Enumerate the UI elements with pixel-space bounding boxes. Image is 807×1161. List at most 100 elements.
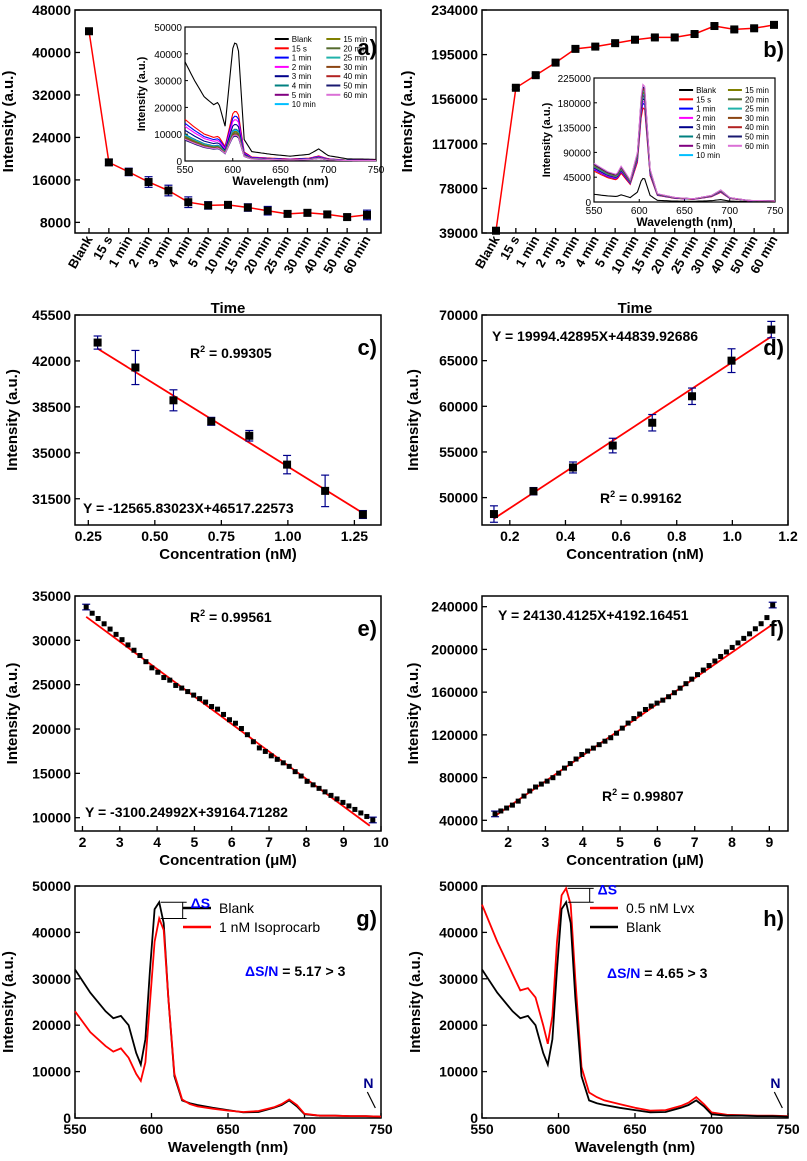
x-tick-label: 550: [470, 1121, 494, 1137]
x-axis-label: Wavelength (nm): [168, 1139, 288, 1156]
data-point: [718, 653, 724, 659]
r-squared-symbol: R: [190, 345, 200, 361]
x-tick-label: 8: [302, 834, 310, 850]
noise-label: N: [363, 1075, 373, 1091]
data-point: [125, 642, 131, 648]
data-point: [93, 338, 102, 347]
x-axis-label: Time: [211, 300, 246, 317]
panel-f: 40000 80000 120000 160000 200000 240000 Intens…: [405, 595, 789, 869]
data-point: [250, 739, 256, 745]
inset-legend-entry: 10 min: [696, 151, 720, 160]
panel-b: 39000 78000 117000 156000 195000 234000 Intens…: [399, 2, 789, 317]
data-point: [729, 644, 735, 650]
inset-legend-entry: 5 min: [696, 142, 716, 151]
inset-x-tick-label: 750: [767, 206, 784, 217]
inset-x-tick-label: 700: [320, 165, 337, 176]
inset-y-tick-label: 30000: [154, 77, 182, 88]
data-point: [310, 782, 316, 788]
y-axis-label: Intensity (a.u.): [399, 71, 416, 173]
panel-c: 31500 35000 38500 42000 45500 Intensity (a.u.…: [4, 307, 382, 563]
y-tick-label: 40000: [439, 924, 478, 940]
y-tick-label: 240000: [431, 599, 478, 615]
data-point: [358, 810, 364, 816]
data-point: [119, 637, 125, 643]
y-tick-label: 35000: [32, 588, 71, 604]
y-tick-label: 40000: [439, 812, 478, 828]
inset-y-tick-label: 225000: [558, 74, 592, 85]
signal-to-noise-value: = 4.65 > 3: [640, 965, 707, 981]
plot-frame: [481, 595, 789, 832]
data-point: [209, 704, 215, 710]
legend-entry: 0.5 nM Lvx: [626, 900, 694, 916]
data-point: [238, 726, 244, 732]
y-tick-label: 30000: [32, 632, 71, 648]
data-point: [155, 669, 161, 675]
data-point: [654, 700, 660, 706]
data-point: [492, 226, 500, 235]
y-axis-label: Intensity (a.u.): [405, 369, 422, 471]
panel-label: h): [763, 906, 784, 931]
r-squared-superscript: 2: [612, 787, 617, 797]
inset-series-line: [593, 177, 775, 203]
x-tick-label: 750: [369, 1121, 393, 1137]
inset-legend-entry: 60 min: [343, 91, 367, 100]
y-tick-label: 42000: [32, 353, 71, 369]
data-point: [573, 756, 579, 762]
y-tick-label: 65000: [439, 353, 478, 369]
data-point: [568, 463, 577, 472]
x-tick-label: 7: [691, 834, 699, 850]
data-point: [268, 753, 274, 759]
r-squared: R2 = 0.99561: [190, 608, 272, 625]
data-point: [89, 610, 95, 616]
y-tick-label: 45500: [32, 307, 71, 323]
data-point: [184, 198, 193, 207]
data-point: [677, 685, 683, 691]
data-point: [710, 22, 719, 31]
signal-to-noise-ratio: ΔS/N: [607, 965, 640, 981]
x-tick-label: 0.8: [667, 528, 687, 544]
inset-legend-entry: 2 min: [696, 114, 716, 123]
signal-to-noise-ratio: ΔS/N: [245, 963, 278, 979]
panel-label: a): [357, 35, 377, 60]
series-line: [481, 899, 789, 1118]
x-tick-label: 6: [653, 834, 661, 850]
r-squared: R2 = 0.99807: [602, 787, 684, 804]
inset-legend-entry: 3 min: [292, 72, 312, 81]
data-point: [747, 631, 753, 637]
inset-legend-entry: 60 min: [745, 142, 769, 151]
y-tick-label: 48000: [32, 2, 71, 18]
y-tick-label: 35000: [32, 445, 71, 461]
inset-y-axis-label: Intensity (a.u.): [136, 56, 148, 131]
data-point: [625, 720, 631, 726]
noise-arrow: [773, 1091, 783, 1109]
data-point: [113, 631, 119, 637]
inset-y-tick-label: 45000: [563, 173, 591, 184]
inset-legend-entry: 1 min: [696, 105, 716, 114]
data-point: [226, 717, 232, 723]
data-point: [723, 649, 729, 655]
y-tick-label: 10000: [439, 1064, 478, 1080]
inset-legend-entry: 20 min: [745, 95, 769, 104]
y-tick-label: 16000: [32, 172, 71, 188]
data-point: [364, 813, 370, 819]
inset-legend-entry: Blank: [292, 35, 313, 44]
data-point: [169, 396, 178, 405]
inset-legend-entry: 15 min: [745, 86, 769, 95]
series-line: [74, 915, 382, 1118]
inset-y-tick-label: 0: [585, 198, 591, 209]
data-point: [204, 201, 213, 210]
x-tick-label: 1.0: [723, 528, 743, 544]
r-squared-symbol: R: [190, 609, 200, 625]
data-point: [173, 682, 179, 688]
r-squared: R2 = 0.99305: [190, 344, 272, 361]
data-point: [334, 796, 340, 802]
x-tick-label: 8: [728, 834, 736, 850]
panel-label: b): [763, 37, 784, 62]
y-tick-label: 20000: [32, 721, 71, 737]
x-tick-label: 550: [63, 1121, 87, 1137]
data-point: [585, 748, 591, 754]
plot-frame: [481, 314, 789, 526]
panel-g: 0 10000 20000 30000 40000 50000 Intensity (a.u…: [0, 878, 393, 1156]
r-squared-value: = 0.99807: [617, 788, 684, 804]
data-point: [101, 621, 107, 627]
